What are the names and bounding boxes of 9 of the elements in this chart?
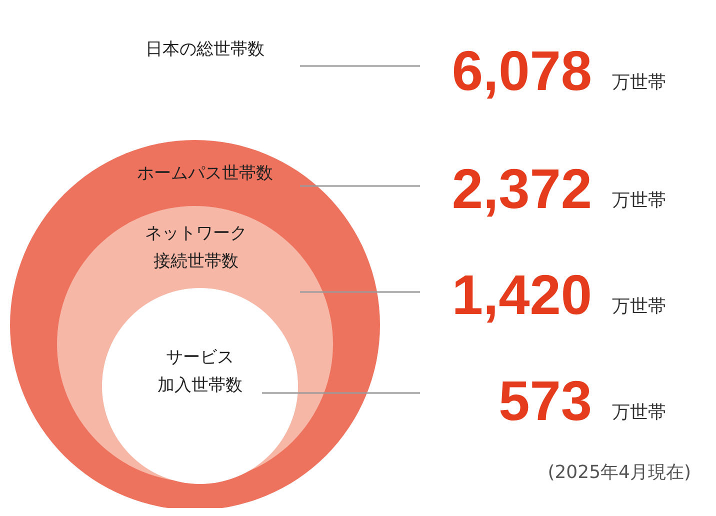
data-label: 2,372 万世帯	[452, 157, 666, 220]
category-label: 日本の総世帯数	[146, 39, 264, 60]
data-label: 573 万世帯	[498, 369, 666, 432]
category-label: ホームパス世帯数	[137, 163, 273, 184]
text: (2025年4月現在)	[548, 462, 691, 483]
data-label: 1,420 万世帯	[452, 263, 666, 326]
category-label: サービス加入世帯数	[158, 347, 242, 396]
category-label: ネットワーク接続世帯数	[145, 223, 247, 272]
data-label: 6,078 万世帯	[452, 39, 666, 102]
